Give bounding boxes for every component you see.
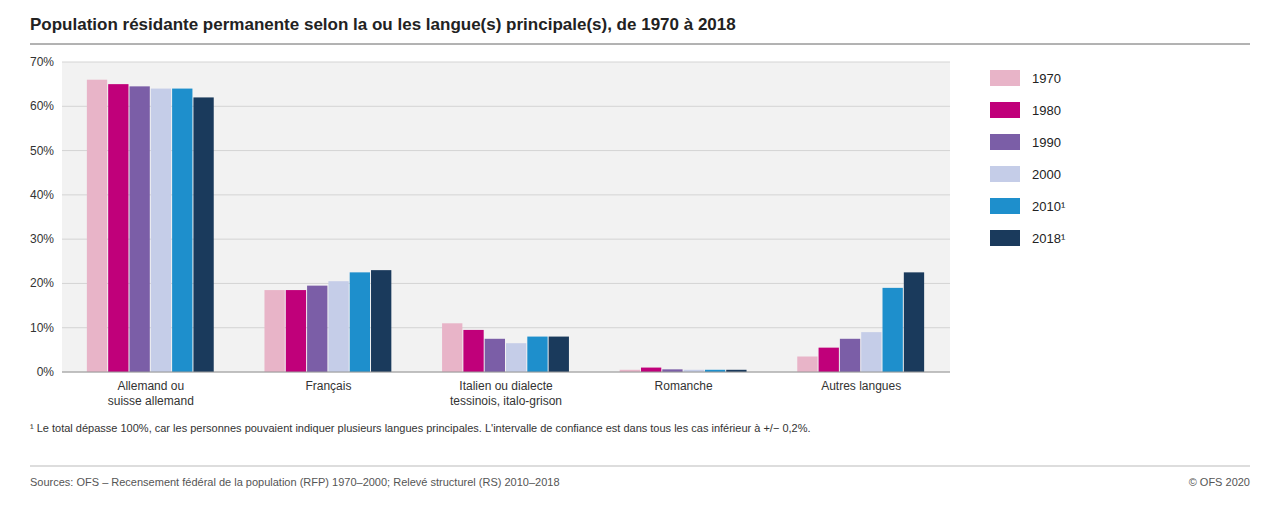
y-tick-label: 20% — [30, 276, 54, 290]
legend-swatch — [990, 134, 1020, 150]
y-tick-label: 60% — [30, 99, 54, 113]
y-tick-label: 30% — [30, 232, 54, 246]
y-axis: 0% 10% 20% 30% 40% 50% 60% 70% — [30, 55, 54, 379]
bar — [527, 337, 547, 372]
bar — [861, 332, 881, 372]
chart: Population résidante permanente selon la… — [0, 0, 1280, 518]
bar — [193, 97, 213, 372]
bar — [883, 288, 903, 372]
bars — [87, 80, 924, 372]
bar — [87, 80, 107, 372]
bar — [904, 272, 924, 372]
bar — [840, 339, 860, 372]
x-axis: Allemand ousuisse allemand Français Italie… — [62, 372, 950, 408]
x-tick-label: Romanche — [655, 379, 713, 393]
bar — [641, 368, 661, 372]
bar — [307, 286, 327, 372]
bar — [328, 281, 348, 372]
bar — [286, 290, 306, 372]
bar — [350, 272, 370, 372]
legend-swatch — [990, 166, 1020, 182]
legend-label: 1970 — [1032, 71, 1061, 86]
bar — [797, 357, 817, 373]
y-tick-label: 0% — [37, 365, 55, 379]
y-tick-label: 70% — [30, 55, 54, 69]
plot-area — [62, 62, 950, 372]
legend: 1970 1980 1990 2000 2010¹ 2018¹ — [990, 70, 1066, 246]
bar — [463, 330, 483, 372]
bar — [485, 339, 505, 372]
bar — [442, 323, 462, 372]
source: Sources: OFS – Recensement fédéral de la… — [30, 476, 560, 488]
x-tick-label: Italien ou dialectetessinois, italo-gris… — [450, 379, 562, 408]
y-tick-label: 10% — [30, 321, 54, 335]
x-axis-line — [62, 372, 950, 373]
bar — [549, 337, 569, 372]
legend-swatch — [990, 230, 1020, 246]
legend-label: 2018¹ — [1032, 231, 1066, 246]
grid-line — [62, 62, 950, 63]
bar — [151, 89, 171, 372]
grid — [62, 62, 950, 372]
bar — [108, 84, 128, 372]
legend-swatch — [990, 70, 1020, 86]
bar — [819, 348, 839, 372]
source-rule — [30, 466, 1250, 467]
bar — [371, 270, 391, 372]
bar — [172, 89, 192, 372]
legend-swatch — [990, 102, 1020, 118]
legend-label: 1990 — [1032, 135, 1061, 150]
x-tick-label: Allemand ousuisse allemand — [108, 379, 194, 408]
x-tick-label: Français — [305, 379, 351, 393]
bar — [129, 86, 149, 372]
legend-label: 2000 — [1032, 167, 1061, 182]
y-tick-label: 50% — [30, 144, 54, 158]
copyright: © OFS 2020 — [1189, 476, 1250, 488]
title-rule — [30, 44, 1250, 45]
legend-label: 1980 — [1032, 103, 1061, 118]
bar — [264, 290, 284, 372]
grid-line — [62, 372, 950, 373]
y-tick-label: 40% — [30, 188, 54, 202]
notes: ¹ Le total dépasse 100%, car les personn… — [30, 422, 1250, 488]
title: Population résidante permanente selon la… — [30, 15, 736, 34]
footnote: ¹ Le total dépasse 100%, car les personn… — [30, 422, 811, 434]
bar — [506, 343, 526, 372]
legend-swatch — [990, 198, 1020, 214]
x-tick-label: Autres langues — [821, 379, 901, 393]
legend-label: 2010¹ — [1032, 199, 1066, 214]
